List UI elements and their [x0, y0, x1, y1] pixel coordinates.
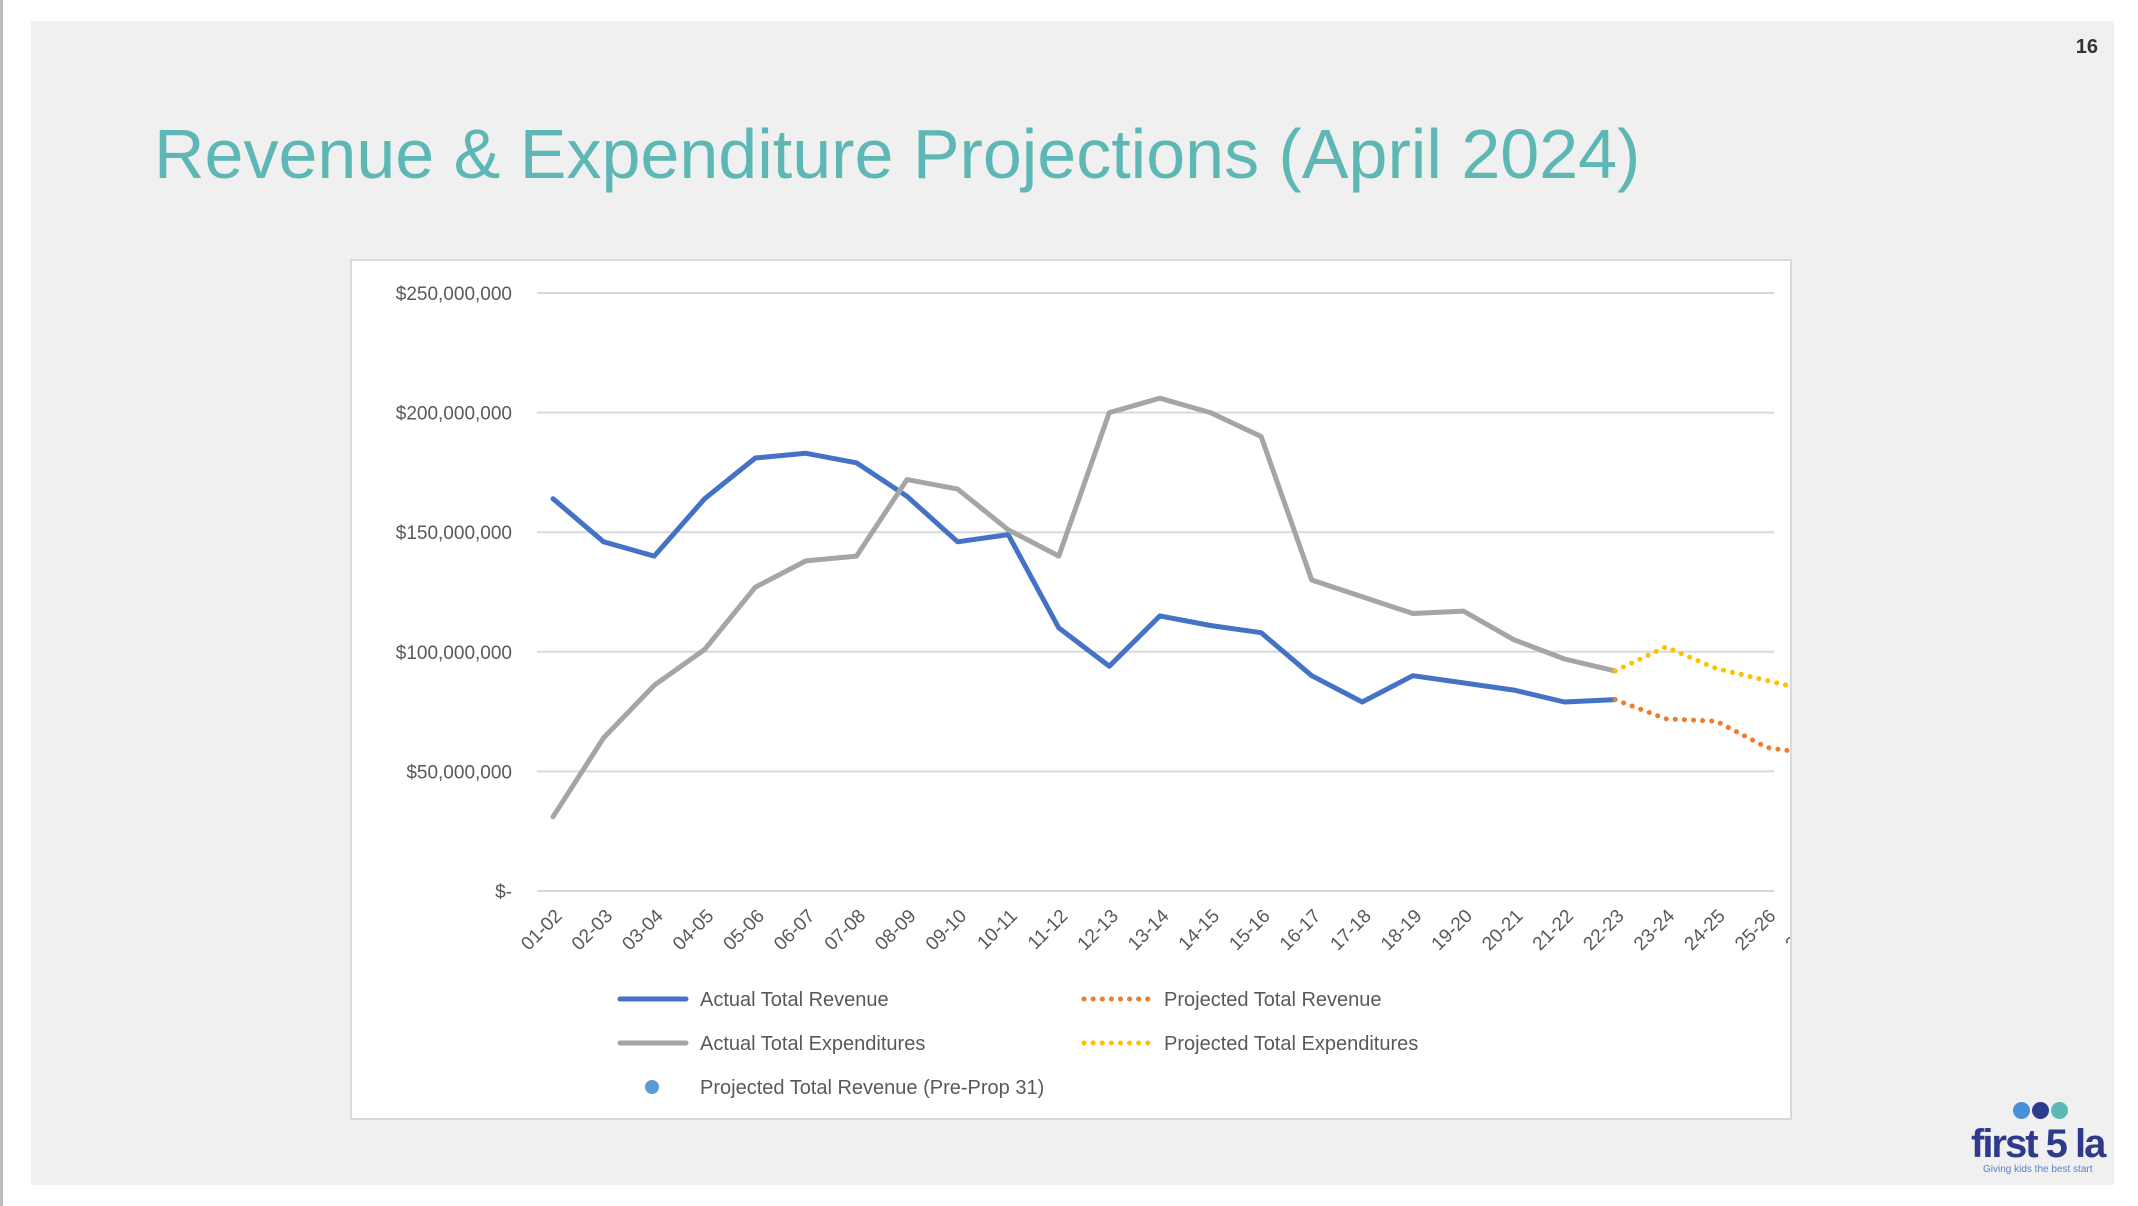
logo-tagline: Giving kids the best start	[1983, 1164, 2093, 1175]
slide-title: Revenue & Expenditure Projections (April…	[154, 115, 1641, 193]
page-number: 16	[2075, 36, 2098, 58]
legend-label: Actual Total Revenue	[700, 989, 889, 1011]
x-tick-label: 09-10	[922, 906, 971, 955]
x-tick-label: 04-05	[669, 906, 718, 955]
x-tick-label: 25-26	[1731, 906, 1780, 955]
logo-dot	[2013, 1102, 2030, 1119]
x-tick-label: 17-18	[1327, 906, 1376, 955]
x-tick-label: 16-17	[1276, 906, 1325, 955]
y-tick-label: $250,000,000	[396, 284, 512, 305]
x-tick-label: 13-14	[1124, 905, 1174, 955]
y-tick-label: $50,000,000	[406, 762, 512, 783]
logo-wordmark: first 5 la	[1971, 1122, 2106, 1166]
y-tick-label: $150,000,000	[396, 523, 512, 544]
series-line-2	[1612, 697, 1790, 754]
x-tick-label: 20-21	[1478, 906, 1527, 955]
x-tick-label: 18-19	[1377, 906, 1426, 955]
legend-label: Projected Total Revenue	[1164, 989, 1382, 1011]
legend-marker	[645, 1080, 659, 1094]
y-tick-label: $-	[495, 882, 512, 903]
legend-label: Actual Total Expenditures	[700, 1033, 925, 1055]
page-left-border	[0, 0, 3, 1206]
first5la-logo: first 5 la Giving kids the best start	[1965, 1102, 2106, 1176]
x-tick-label: 07-08	[821, 906, 870, 955]
x-tick-label: 21-22	[1529, 906, 1578, 955]
x-tick-label: 26-27	[1782, 906, 1790, 955]
series-line-0	[550, 450, 1618, 705]
x-tick-label: 11-12	[1024, 906, 1072, 954]
line-chart: $250,000,000 $200,000,000 $150,000,000 $100…	[396, 284, 1790, 1099]
x-tick-label: 24-25	[1681, 906, 1730, 955]
x-tick-label: 01-02	[517, 906, 566, 955]
logo-dot	[2051, 1102, 2068, 1119]
x-tick-label: 23-24	[1630, 905, 1680, 955]
y-tick-label: $100,000,000	[396, 643, 512, 664]
chart-container: $250,000,000 $200,000,000 $150,000,000 $100…	[350, 259, 1792, 1120]
x-tick-label: 06-07	[770, 906, 819, 955]
x-tick-label: 15-16	[1225, 906, 1274, 955]
legend-label: Projected Total Revenue (Pre-Prop 31)	[700, 1077, 1044, 1099]
x-tick-label: 02-03	[568, 906, 617, 955]
logo-dot	[2032, 1102, 2049, 1119]
x-tick-label: 03-04	[618, 905, 668, 955]
series-line-1	[550, 395, 1618, 820]
x-tick-label: 22-23	[1579, 906, 1628, 955]
x-tick-label: 08-09	[871, 906, 920, 955]
x-tick-label: 19-20	[1428, 906, 1477, 955]
y-tick-label: $200,000,000	[396, 404, 512, 425]
x-tick-label: 10-11	[974, 906, 1022, 954]
x-tick-label: 14-15	[1175, 906, 1224, 955]
legend-label: Projected Total Expenditures	[1164, 1033, 1418, 1055]
x-tick-label: 12-13	[1074, 906, 1123, 955]
series-line-3	[1612, 644, 1790, 689]
x-tick-label: 05-06	[720, 906, 769, 955]
